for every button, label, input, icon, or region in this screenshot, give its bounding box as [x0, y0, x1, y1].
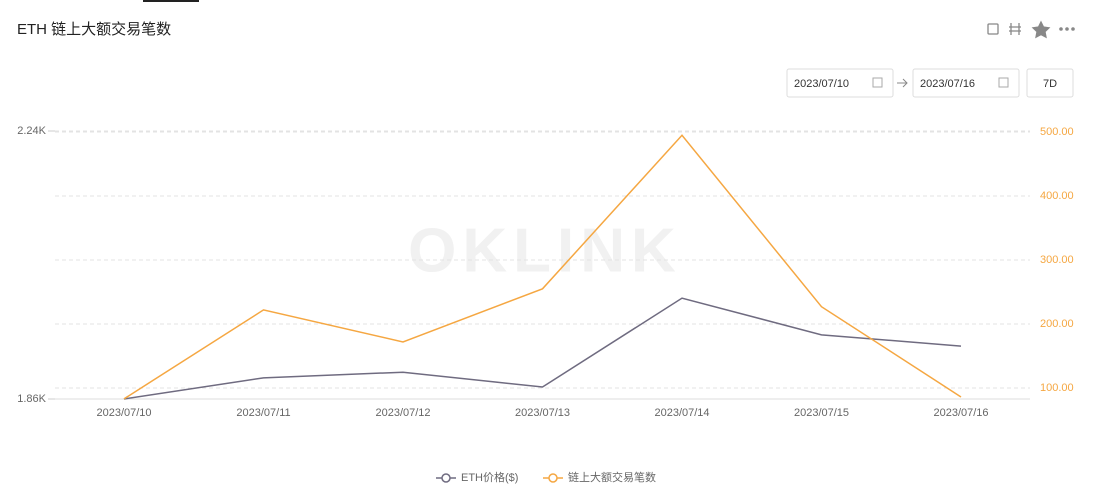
end-date-input[interactable]: [912, 68, 1020, 98]
legend-item[interactable]: ETH价格($): [436, 470, 518, 484]
x-tick-label: 2023/07/15: [794, 407, 849, 419]
range-label: 7D: [1043, 78, 1057, 90]
toolbar[interactable]: [987, 20, 1075, 39]
series-line: [123, 134, 962, 400]
calendar-icon: [998, 77, 1009, 88]
y2-tick-label: 300.00: [1040, 254, 1074, 266]
x-tick-label: 2023/07/16: [933, 407, 988, 419]
legend-marker: [441, 473, 451, 483]
legend-label: ETH价格($): [461, 470, 518, 484]
legend-marker: [548, 473, 558, 483]
export-icon[interactable]: [987, 23, 999, 35]
arrow: [897, 78, 908, 88]
calendar-icon: [872, 77, 883, 88]
legend-label: 链上大额交易笔数: [568, 470, 656, 484]
x-tick-label: 2023/07/12: [375, 407, 430, 419]
compare-icon[interactable]: [1009, 23, 1021, 35]
chart-title: ETH 链上大额交易笔数: [17, 20, 171, 38]
y2-tick-label: 400.00: [1040, 190, 1074, 202]
y2-tick-label: 500.00: [1040, 126, 1074, 138]
x-tick-label: 2023/07/10: [96, 407, 151, 419]
x-tick-label: 2023/07/14: [654, 407, 709, 419]
y-tick-label: 2.24K: [17, 125, 46, 137]
end-date: 2023/07/16: [920, 78, 975, 90]
range-button[interactable]: [1026, 68, 1074, 98]
y2-tick-label: 200.00: [1040, 318, 1074, 330]
x-tick-label: 2023/07/13: [515, 407, 570, 419]
y2-tick-label: 100.00: [1040, 382, 1074, 394]
start-date-input[interactable]: [786, 68, 894, 98]
series-line: [123, 297, 962, 400]
legend-item[interactable]: 链上大额交易笔数: [543, 470, 656, 484]
watermark: OKLINK: [408, 216, 682, 285]
more-icon[interactable]: [1059, 27, 1075, 31]
start-date: 2023/07/10: [794, 78, 849, 90]
star-icon[interactable]: [1031, 20, 1051, 39]
tab-indicator: [143, 0, 199, 2]
y-tick-label: 1.86K: [17, 393, 46, 405]
x-tick-label: 2023/07/11: [236, 407, 290, 419]
